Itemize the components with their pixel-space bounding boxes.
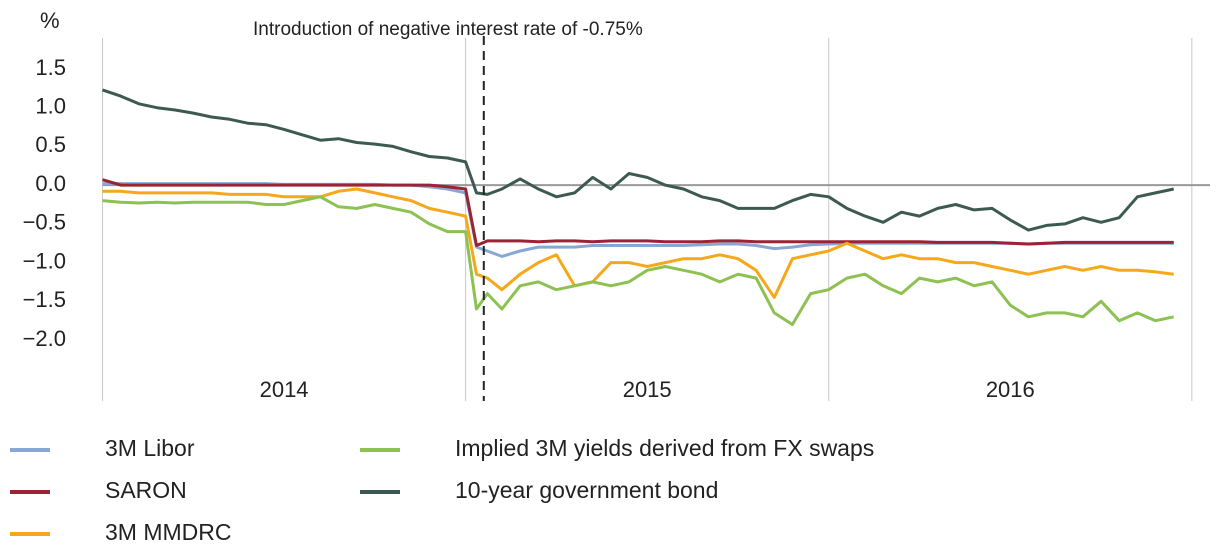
series-line bbox=[102, 187, 1174, 299]
x-tick-label: 2014 bbox=[260, 377, 309, 402]
x-tick-label: 2016 bbox=[986, 377, 1035, 402]
series-line bbox=[102, 88, 1175, 232]
y-tick-label: 1.0 bbox=[35, 94, 66, 119]
series-line bbox=[102, 178, 1174, 247]
y-tick-label: −2.0 bbox=[23, 326, 66, 351]
legend-label: 3M Libor bbox=[105, 435, 195, 461]
y-tick-label: 0.5 bbox=[35, 132, 66, 157]
y-tick-label: −1.5 bbox=[23, 287, 66, 312]
legend-label: 3M MMDRC bbox=[105, 519, 232, 545]
y-tick-label: −1.0 bbox=[23, 248, 66, 273]
y-unit-label: % bbox=[40, 8, 60, 33]
legend-label: 10-year government bond bbox=[455, 477, 718, 503]
annotation-text: Introduction of negative interest rate o… bbox=[253, 19, 643, 40]
x-tick-label: 2015 bbox=[623, 377, 672, 402]
y-tick-label: 0.0 bbox=[35, 171, 66, 196]
series-line bbox=[102, 195, 1175, 326]
y-tick-label: −0.5 bbox=[23, 210, 66, 235]
y-tick-label: 1.5 bbox=[35, 55, 66, 80]
legend-label: Implied 3M yields derived from FX swaps bbox=[455, 435, 874, 461]
legend-label: SARON bbox=[105, 477, 187, 503]
